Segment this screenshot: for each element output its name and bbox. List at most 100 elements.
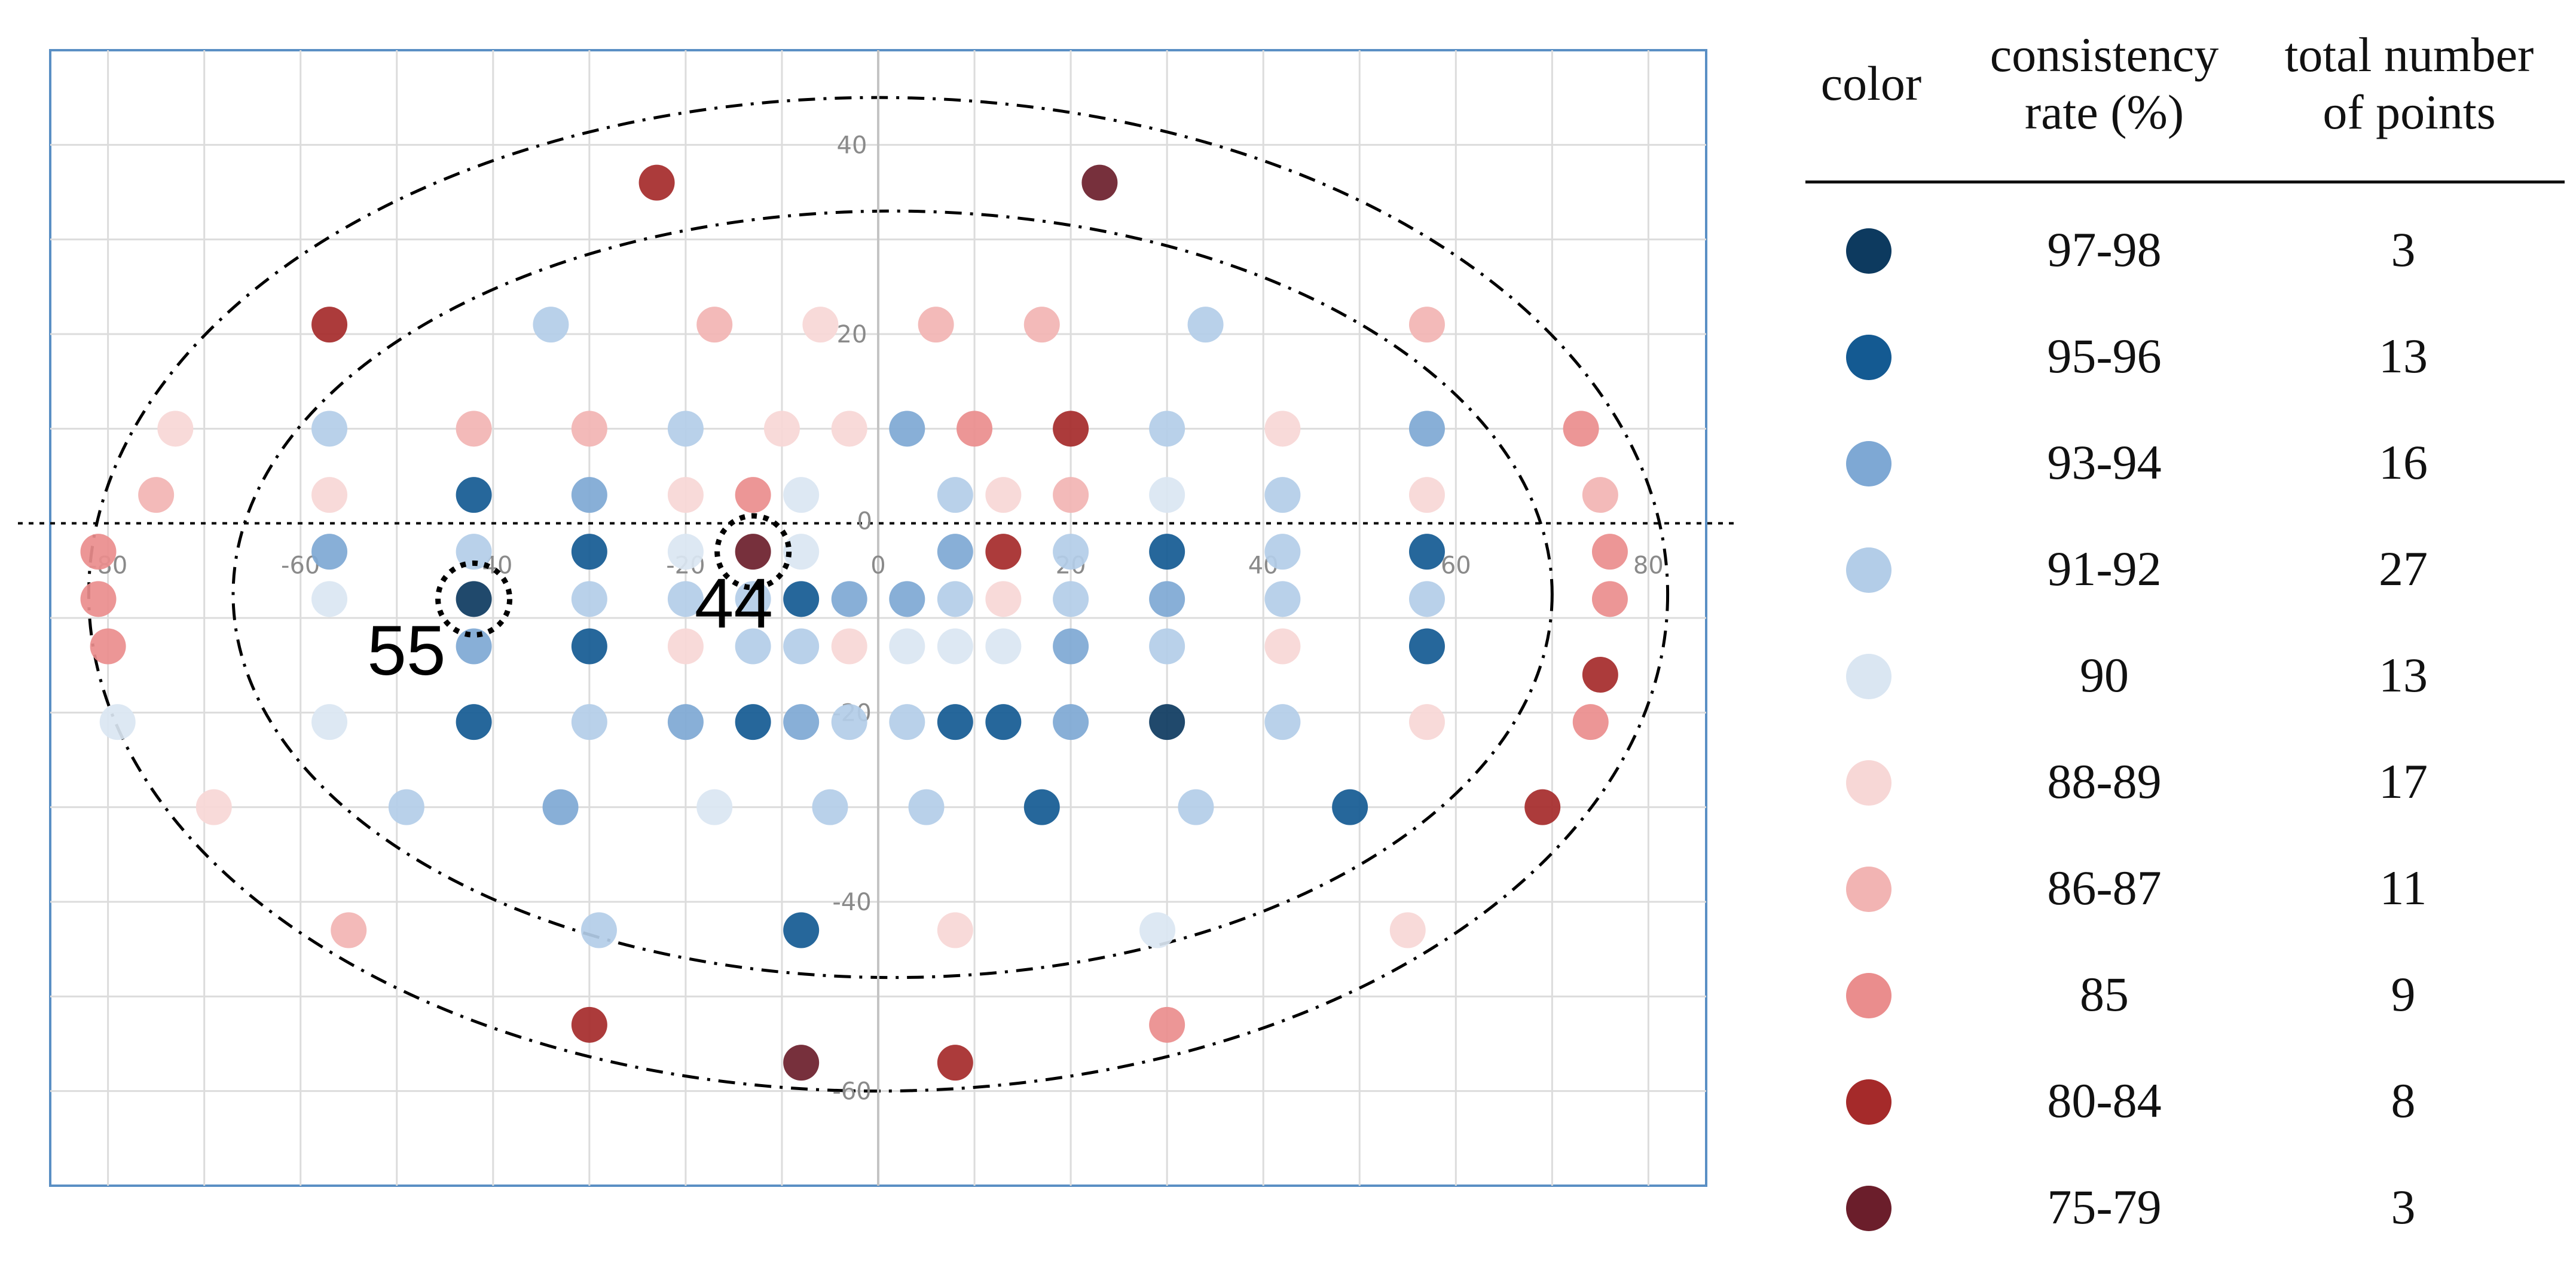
data-point [831,581,867,617]
data-point [812,789,848,825]
data-point [667,534,704,570]
data-point [985,581,1022,617]
data-point [783,581,820,617]
annotation-label: 44 [695,564,773,643]
data-point [311,477,348,513]
data-point [696,789,733,825]
data-point [580,912,617,948]
legend-row: 85 9 [1805,942,2565,1048]
data-point [1408,477,1445,513]
data-point [1149,628,1185,665]
data-point [1408,628,1445,665]
legend-rate-range: 75-79 [2047,1180,2162,1234]
data-point [937,704,973,740]
data-point [763,411,800,447]
legend-point-count: 3 [2391,222,2416,277]
data-point [735,581,771,617]
data-point [542,789,579,825]
data-point [311,581,348,617]
legend-rate-range: 90 [2080,648,2129,702]
legend-swatch [1846,335,1891,380]
data-point [1053,628,1089,665]
data-point [735,704,771,740]
data-point [571,704,607,740]
data-point [157,411,194,447]
data-point [638,164,675,201]
data-point [80,534,117,570]
legend-swatch [1846,441,1891,486]
annotations: 55 44 [367,513,792,690]
data-point [937,477,973,513]
data-point [1408,704,1445,740]
legend-point-count: 11 [2379,861,2427,915]
data-point [311,307,348,343]
data-point [985,534,1022,570]
legend-point-count: 13 [2379,329,2428,383]
highlight-circle [435,560,513,638]
legend-row: 97-98 3 [1805,197,2565,304]
data-point [1149,477,1185,513]
data-point [456,704,492,740]
legend-row: 91-92 27 [1805,516,2565,623]
data-point [908,789,945,825]
legend-row: 88-89 17 [1805,729,2565,835]
data-point [456,534,492,570]
legend-header-count: total number of points [2260,12,2559,155]
legend-rate-range: 88-89 [2047,754,2162,809]
legend-rate-range: 97-98 [2047,222,2162,277]
data-point [1408,534,1445,570]
data-point [456,477,492,513]
x-tick-label: 0 [870,552,885,580]
legend-swatch [1846,867,1891,912]
data-point [1023,789,1060,825]
data-point [571,411,607,447]
data-point [937,628,973,665]
data-point [1572,704,1609,740]
y-tick-label: -40 [832,889,871,916]
data-point [80,581,117,617]
data-point [696,307,733,343]
data-point [1264,477,1301,513]
data-point [783,912,820,948]
legend-header-color: color [1805,12,1937,155]
legend-header-rate-line2: rate (%) [2024,85,2184,139]
data-point [937,534,973,570]
data-point [1081,164,1118,201]
data-point [1389,912,1426,948]
data-point [571,1006,607,1043]
data-point [1582,657,1618,693]
legend-rate-range: 93-94 [2047,435,2162,489]
data-point [1149,411,1185,447]
data-point [667,581,704,617]
data-point [918,307,954,343]
legend-row: 86-87 11 [1805,835,2565,942]
data-point [1264,411,1301,447]
data-point [889,581,925,617]
legend-header-rate-line1: consistency [1990,27,2219,82]
data-point [456,411,492,447]
data-point [138,477,175,513]
legend-rate-range: 85 [2080,967,2129,1021]
legend-rate-range: 91-92 [2047,541,2162,596]
data-point [1524,789,1561,825]
data-point [1053,581,1089,617]
legend-rate-range: 80-84 [2047,1073,2162,1128]
legend-rate-range: 86-87 [2047,861,2162,915]
data-point [1264,628,1301,665]
data-point [1149,1006,1185,1043]
data-point [667,477,704,513]
data-point [957,411,993,447]
x-tick-label: 60 [1441,552,1471,580]
y-tick-label: -60 [832,1078,871,1106]
data-point [831,704,867,740]
data-point [783,534,820,570]
legend-header-count-line2: of points [2323,85,2496,139]
legend-point-count: 9 [2391,967,2416,1021]
data-point [571,581,607,617]
data-point [985,477,1022,513]
data-point [937,581,973,617]
data-point [388,789,424,825]
data-point [571,628,607,665]
data-point [1187,307,1224,343]
data-point [735,628,771,665]
